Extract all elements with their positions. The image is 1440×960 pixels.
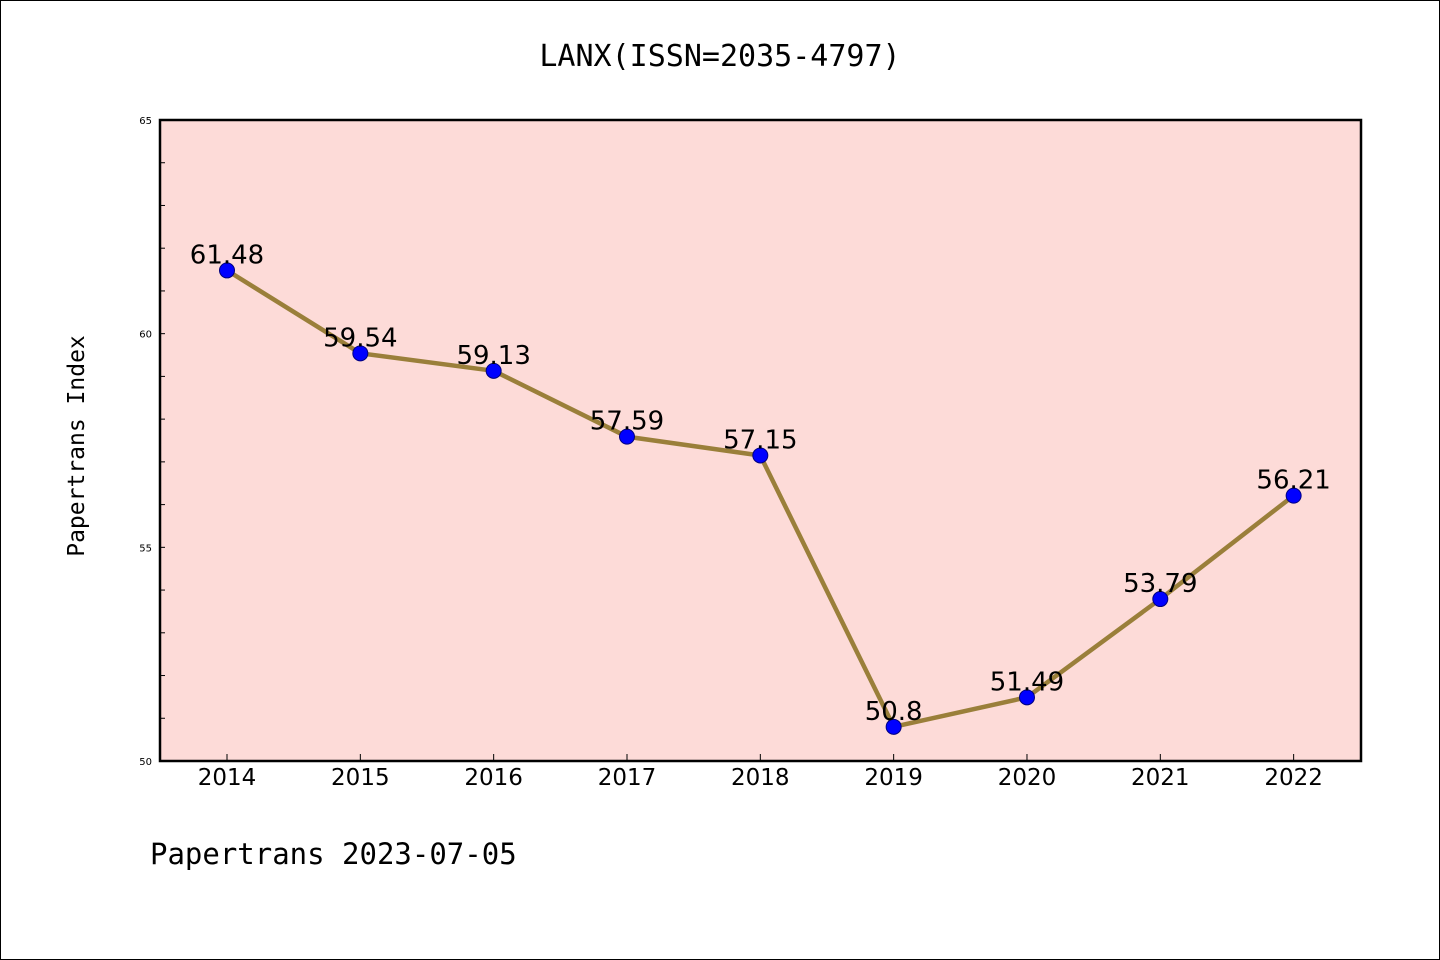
footer-source-date: Papertrans 2023-07-05 bbox=[150, 837, 517, 871]
data-label: 59.54 bbox=[323, 323, 397, 353]
data-label: 56.21 bbox=[1256, 466, 1330, 496]
data-point bbox=[1152, 591, 1169, 608]
data-label: 57.59 bbox=[590, 407, 664, 437]
plot-area bbox=[158, 118, 1363, 763]
y-axis: 50 55 60 65 bbox=[139, 116, 165, 768]
data-label: 53.79 bbox=[1123, 569, 1197, 599]
series-markers bbox=[219, 262, 1302, 735]
y-tick-label: 55 bbox=[139, 543, 152, 554]
y-tick-label: 60 bbox=[139, 330, 152, 341]
data-point bbox=[352, 345, 369, 362]
data-label: 59.13 bbox=[456, 341, 530, 371]
data-label: 61.48 bbox=[190, 240, 264, 270]
data-label: 57.15 bbox=[723, 425, 797, 455]
data-label: 50.8 bbox=[865, 697, 923, 727]
data-label: 51.49 bbox=[990, 667, 1064, 697]
x-tick-label: 2019 bbox=[864, 765, 923, 791]
x-tick-label: 2021 bbox=[1131, 765, 1190, 791]
x-axis: 2014 2015 2016 2017 2018 2019 2020 2021 2022 bbox=[198, 754, 1323, 791]
data-point bbox=[1018, 689, 1035, 706]
data-point bbox=[618, 428, 635, 445]
data-point bbox=[219, 262, 235, 279]
x-tick-label: 2015 bbox=[331, 765, 390, 791]
x-tick-label: 2016 bbox=[464, 765, 523, 791]
y-tick-label: 50 bbox=[139, 757, 152, 768]
data-point bbox=[885, 718, 902, 735]
x-tick-label: 2014 bbox=[198, 765, 257, 791]
data-point bbox=[485, 362, 502, 379]
data-point bbox=[752, 447, 769, 464]
y-tick-label: 65 bbox=[139, 116, 152, 127]
data-labels: 61.48 59.54 59.13 57.59 57.15 50.8 51.49 53.79 5… bbox=[190, 240, 1331, 726]
x-tick-label: 2017 bbox=[598, 765, 657, 791]
chart-title: LANX(ISSN=2035-4797) bbox=[539, 39, 900, 74]
y-axis-label: Papertrans Index bbox=[64, 335, 90, 557]
data-point bbox=[1285, 487, 1302, 504]
x-tick-label: 2020 bbox=[998, 765, 1057, 791]
x-tick-label: 2018 bbox=[731, 765, 790, 791]
x-tick-label: 2022 bbox=[1264, 765, 1323, 791]
